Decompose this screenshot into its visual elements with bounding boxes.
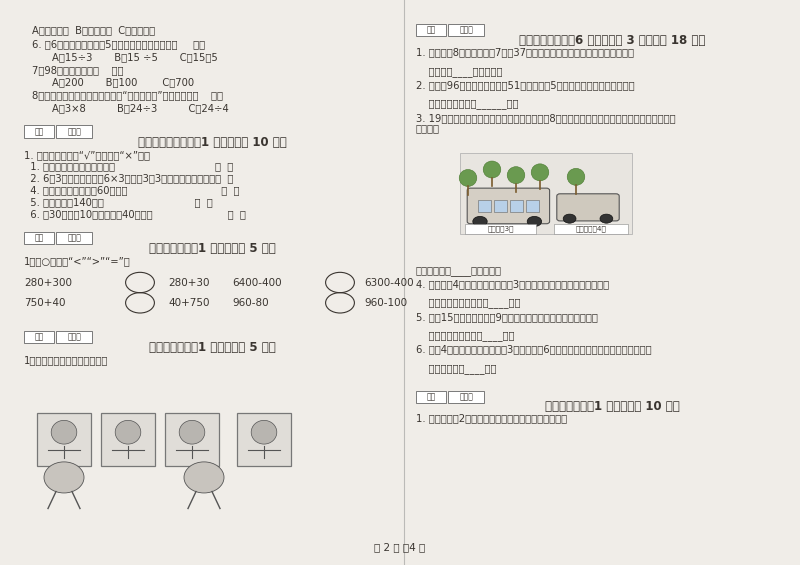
FancyBboxPatch shape [460,153,632,234]
Text: 评卷人: 评卷人 [67,233,82,242]
Text: 十、综合题（兲1 大题，共计 10 分）: 十、综合题（兲1 大题，共计 10 分） [545,400,679,413]
Ellipse shape [179,420,205,444]
Ellipse shape [44,462,84,493]
Text: 得分: 得分 [426,25,436,34]
FancyBboxPatch shape [237,413,291,466]
Text: 280+300: 280+300 [24,277,72,288]
Text: A、3×8          B、24÷3          C、24÷4: A、3×8 B、24÷3 C、24÷4 [52,103,229,113]
Text: 小汽车？: 小汽车？ [416,123,440,133]
FancyBboxPatch shape [165,413,219,466]
Text: 答：还有____棵没浇水。: 答：还有____棵没浇水。 [416,67,502,77]
Text: 评卷人: 评卷人 [67,127,82,136]
Text: 1. 校园里有8排松树，每捲7棵，37棵松树已经浇了水，还有多少棵没浇水？: 1. 校园里有8排松树，每捲7棵，37棵松树已经浇了水，还有多少棵没浇水？ [416,47,634,58]
Text: A、15÷3       B、15 ÷5       C、15－5: A、15÷3 B、15 ÷5 C、15－5 [52,52,218,62]
Text: 2. 一本书96页，花花已经看完51页，剩下的5天看完，平均每天要看几页？: 2. 一本书96页，花花已经看完51页，剩下的5天看完，平均每天要看几页？ [416,80,634,90]
FancyBboxPatch shape [56,232,92,244]
FancyBboxPatch shape [24,232,54,244]
FancyBboxPatch shape [510,200,523,212]
FancyBboxPatch shape [101,413,155,466]
Text: 评卷人: 评卷人 [459,25,474,34]
Circle shape [600,214,613,223]
FancyBboxPatch shape [478,200,491,212]
Text: 280+30: 280+30 [168,277,210,288]
Text: 960-80: 960-80 [232,298,269,308]
Text: 得分: 得分 [34,332,44,341]
Text: 八、解决问题（兲6 小题，每题 3 分，共计 18 分）: 八、解决问题（兲6 小题，每题 3 分，共计 18 分） [519,34,705,47]
Text: 1. 角的边长越长，角就越大。                                （  ）: 1. 角的边长越长，角就越大。 （ ） [24,162,234,172]
FancyBboxPatch shape [56,125,92,138]
FancyBboxPatch shape [24,331,54,343]
Text: 答：一共有熊猛和猴子____只。: 答：一共有熊猛和猴子____只。 [416,298,521,308]
Text: 4. 学校操场环形跑道长60厘米。                              （  ）: 4. 学校操场环形跑道长60厘米。 （ ） [24,185,239,195]
Text: 六、比一比（兲1 大题，共计 5 分）: 六、比一比（兲1 大题，共计 5 分） [149,242,275,255]
Text: 第 2 页 兲4 页: 第 2 页 兲4 页 [374,542,426,553]
Text: 960-100: 960-100 [364,298,407,308]
FancyBboxPatch shape [526,200,539,212]
Text: A、二九十八  B、三六十八  C、二六十二: A、二九十八 B、三六十八 C、二六十二 [32,25,155,36]
FancyBboxPatch shape [24,125,54,138]
FancyBboxPatch shape [37,413,91,466]
Text: 750+40: 750+40 [24,298,66,308]
FancyBboxPatch shape [554,224,628,234]
Text: 6. 换30厘米少10厘米的线段40厘米。                        （  ）: 6. 换30厘米少10厘米的线段40厘米。 （ ） [24,209,246,219]
Text: 6. 有6个苹果，小明吃了5个，还有几个？列式为（     ）。: 6. 有6个苹果，小明吃了5个，还有几个？列式为（ ）。 [32,40,205,50]
Ellipse shape [459,170,477,186]
Ellipse shape [567,168,585,185]
Text: 得分: 得分 [34,127,44,136]
Text: 1、在○里填上“<”“>”“=”。: 1、在○里填上“<”“>”“=”。 [24,256,130,266]
Text: 2. 6和3相乘，可以写作6×3，读作3䍆3，口诀是三六十八。（  ）: 2. 6和3相乘，可以写作6×3，读作3䍆3，口诀是三六十八。（ ） [24,173,234,184]
FancyBboxPatch shape [448,24,484,36]
Text: 五、判断对与错（兲1 大题，共计 10 分）: 五、判断对与错（兲1 大题，共计 10 分） [138,136,286,149]
Ellipse shape [251,420,277,444]
Text: 7、98最接近几百？（    ）。: 7、98最接近几百？（ ）。 [32,65,123,75]
Text: A、200       B、100        C、700: A、200 B、100 C、700 [52,77,194,88]
Text: 8、下列算式中，不能用乘法口诀“三八二十四”来计算的是（    ）。: 8、下列算式中，不能用乘法口诀“三八二十四”来计算的是（ ）。 [32,90,223,101]
Text: 小汽车可坐4只: 小汽车可坐4只 [576,226,606,232]
Ellipse shape [115,420,141,444]
Text: 答：平均每天要看______页。: 答：平均每天要看______页。 [416,99,518,110]
FancyBboxPatch shape [416,24,446,36]
Text: 1. 下表是二（2）班学生每天看电视时间情况统计表：: 1. 下表是二（2）班学生每天看电视时间情况统计表： [416,414,567,424]
Text: 6300-400: 6300-400 [364,277,414,288]
Ellipse shape [51,420,77,444]
Ellipse shape [184,462,224,493]
Text: 1. 判断。（对的打“√”，错的打“×”）。: 1. 判断。（对的打“√”，错的打“×”）。 [24,150,150,160]
FancyBboxPatch shape [416,391,446,403]
Ellipse shape [507,167,525,184]
Text: 评卷人: 评卷人 [459,393,474,402]
Ellipse shape [531,164,549,181]
Text: 5. 饰典15只鸡，分别关在9个笼子里，平均每个笼子关多少只？: 5. 饰典15只鸡，分别关在9个笼子里，平均每个笼子关多少只？ [416,312,598,322]
FancyBboxPatch shape [467,188,550,224]
FancyBboxPatch shape [557,194,619,221]
Circle shape [563,214,576,223]
Text: 答：至少需要____辆小汽车。: 答：至少需要____辆小汽车。 [416,266,502,276]
Text: 评卷人: 评卷人 [67,332,82,341]
Text: 1、连一连镜子里看到的图像。: 1、连一连镜子里看到的图像。 [24,355,108,365]
Ellipse shape [483,161,501,178]
Text: 得分: 得分 [426,393,436,402]
Text: 4. 动物园有4只，有猴子是熊猛的3倍，和一共有熊猛和猴子多少只？: 4. 动物园有4只，有猴子是熊猛的3倍，和一共有熊猛和猴子多少只？ [416,279,609,289]
Text: 得分: 得分 [34,233,44,242]
Text: 6. 小杉4元，小明的錢是小东的3倍，小明买6个本子刚好花錢用完，每个本子几元？: 6. 小杉4元，小明的錢是小东的3倍，小明买6个本子刚好花錢用完，每个本子几元？ [416,345,652,355]
Circle shape [473,216,487,227]
Text: 6400-400: 6400-400 [232,277,282,288]
Text: 3. 19只小动物参加森林运动会，用面包车送赠8只小动物后，剩下的坐小汽车，至少需要几辆: 3. 19只小动物参加森林运动会，用面包车送赠8只小动物后，剩下的坐小汽车，至少… [416,113,676,123]
Text: 答：每个本子____元。: 答：每个本子____元。 [416,364,497,374]
FancyBboxPatch shape [56,331,92,343]
Text: 七、连一连（兲1 大题，共计 5 分）: 七、连一连（兲1 大题，共计 5 分） [149,341,275,354]
Text: 答：平均每个笼子关____只。: 答：平均每个笼子关____只。 [416,331,514,341]
Text: 5. 小军的身高140米。                             （  ）: 5. 小军的身高140米。 （ ） [24,197,213,207]
Text: 40+750: 40+750 [168,298,210,308]
Text: 面包可坐3只: 面包可坐3只 [487,226,514,232]
FancyBboxPatch shape [494,200,507,212]
FancyBboxPatch shape [465,224,536,234]
Circle shape [527,216,542,227]
FancyBboxPatch shape [448,391,484,403]
